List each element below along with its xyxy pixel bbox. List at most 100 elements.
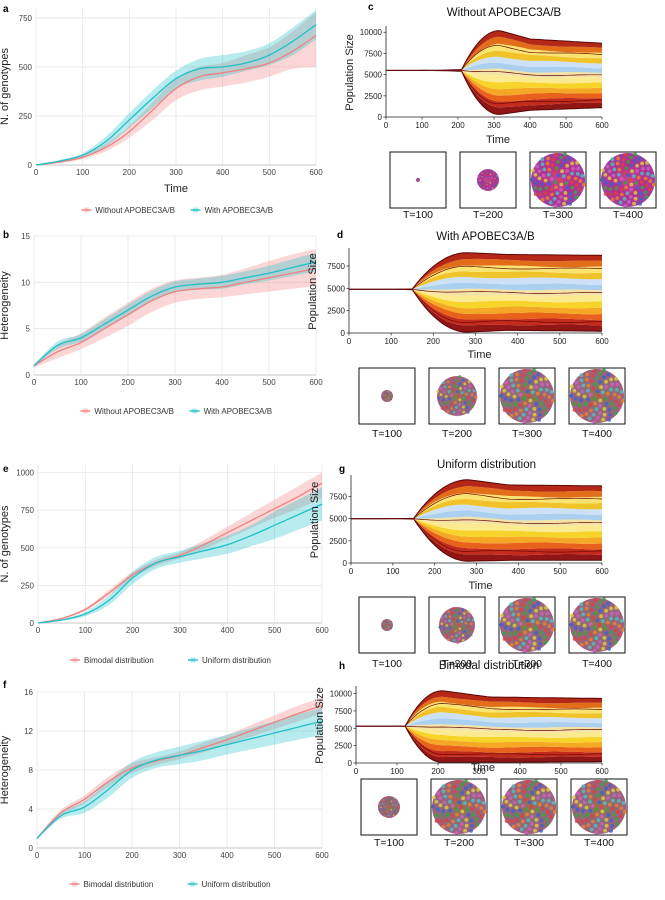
cell-dot	[540, 162, 545, 167]
x-tick-label: 300	[470, 567, 484, 576]
cell-dot	[573, 190, 578, 195]
cell-dot	[540, 182, 544, 187]
y-axis-title: Population Size	[307, 253, 319, 329]
cell-dot	[590, 819, 595, 824]
cell-dot	[384, 796, 387, 799]
cell-dot	[589, 607, 594, 612]
cell-dot	[600, 790, 605, 795]
cell-dot	[576, 621, 581, 626]
cell-dot	[621, 800, 626, 805]
cell-dot	[602, 635, 607, 640]
snapshot-label: T=100	[403, 209, 433, 221]
cell-dot	[496, 180, 498, 182]
cell-dot	[549, 814, 553, 819]
cell-dot	[392, 803, 394, 806]
cell-dot	[576, 392, 581, 397]
cell-dot	[380, 624, 382, 626]
cell-dot	[450, 803, 455, 808]
cell-dot	[448, 397, 452, 401]
cell-dot	[641, 166, 645, 171]
cell-dot	[651, 182, 656, 187]
cell-dot	[540, 823, 544, 828]
cell-dot	[482, 809, 487, 814]
cell-dot	[569, 622, 574, 627]
y-tick-label: 15	[21, 232, 30, 241]
cell-dot	[607, 636, 612, 641]
cell-dot	[598, 632, 602, 637]
cell-dot	[607, 417, 612, 422]
cell-dot	[470, 806, 475, 811]
cell-dot	[585, 372, 590, 377]
cell-dot	[528, 379, 533, 384]
cell-dot	[443, 619, 447, 623]
cell-dot	[530, 619, 535, 624]
cell-dot	[491, 187, 494, 189]
cell-dot	[603, 828, 608, 833]
cell-dot	[520, 803, 525, 808]
cell-dot	[591, 615, 596, 620]
cell-dot	[476, 787, 481, 792]
cell-dot	[507, 408, 512, 413]
confidence-band-1	[37, 697, 322, 840]
snapshot-label: T=300	[512, 428, 542, 440]
panel-label: b	[3, 230, 9, 241]
cell-dot	[418, 180, 420, 182]
cell-dot	[545, 196, 550, 200]
clone-band	[356, 696, 602, 727]
cell-dot	[515, 601, 520, 606]
cell-dot	[506, 621, 511, 626]
cell-dot	[442, 380, 446, 384]
cell-dot	[491, 176, 493, 179]
cell-dot	[572, 631, 577, 635]
cell-dot	[383, 399, 385, 401]
cell-dot	[493, 170, 495, 172]
cell-dot	[450, 393, 454, 397]
cell-dot	[388, 620, 390, 622]
cell-dot	[559, 182, 564, 187]
cell-dot	[544, 616, 549, 621]
cell-dot	[512, 623, 517, 628]
cell-dot	[578, 796, 583, 801]
cell-dot	[581, 612, 586, 617]
cell-dot	[549, 389, 554, 394]
cell-dot	[604, 779, 609, 784]
cell-dot	[559, 163, 564, 168]
cell-dot	[543, 628, 548, 633]
cell-dot	[504, 819, 509, 823]
lineage-line	[356, 703, 603, 727]
cell-dot	[510, 389, 515, 394]
cell-dot	[588, 794, 593, 799]
cell-dot	[489, 170, 491, 172]
cell-dot	[601, 417, 606, 422]
cell-dot	[583, 631, 588, 636]
cell-dot	[534, 817, 539, 822]
cell-dot	[451, 789, 456, 794]
panel-label: e	[3, 464, 9, 475]
cell-dot	[556, 199, 561, 204]
cell-dot	[501, 795, 506, 800]
cell-dot	[489, 190, 491, 192]
cell-dot	[463, 828, 468, 833]
x-tick-label: 500	[263, 168, 277, 177]
cell-dot	[465, 808, 470, 812]
cell-dot	[382, 802, 384, 805]
cell-dot	[523, 401, 527, 406]
cell-dot	[461, 796, 466, 801]
cell-dot	[436, 390, 440, 393]
cell-dot	[598, 403, 602, 408]
cell-dot	[523, 368, 527, 373]
tumor-mass	[381, 619, 393, 631]
clone-band	[356, 726, 602, 743]
cell-dot	[513, 631, 518, 636]
cell-dot	[604, 823, 609, 828]
cell-dot	[626, 199, 631, 204]
clone-band	[356, 712, 602, 727]
cell-dot	[604, 608, 609, 613]
cell-dot	[383, 394, 385, 397]
cell-dot	[610, 611, 614, 616]
series-line-2	[37, 503, 323, 624]
cell-dot	[576, 614, 581, 619]
cell-dot	[470, 405, 474, 409]
cell-dot	[520, 819, 525, 824]
cell-dot	[447, 389, 451, 393]
